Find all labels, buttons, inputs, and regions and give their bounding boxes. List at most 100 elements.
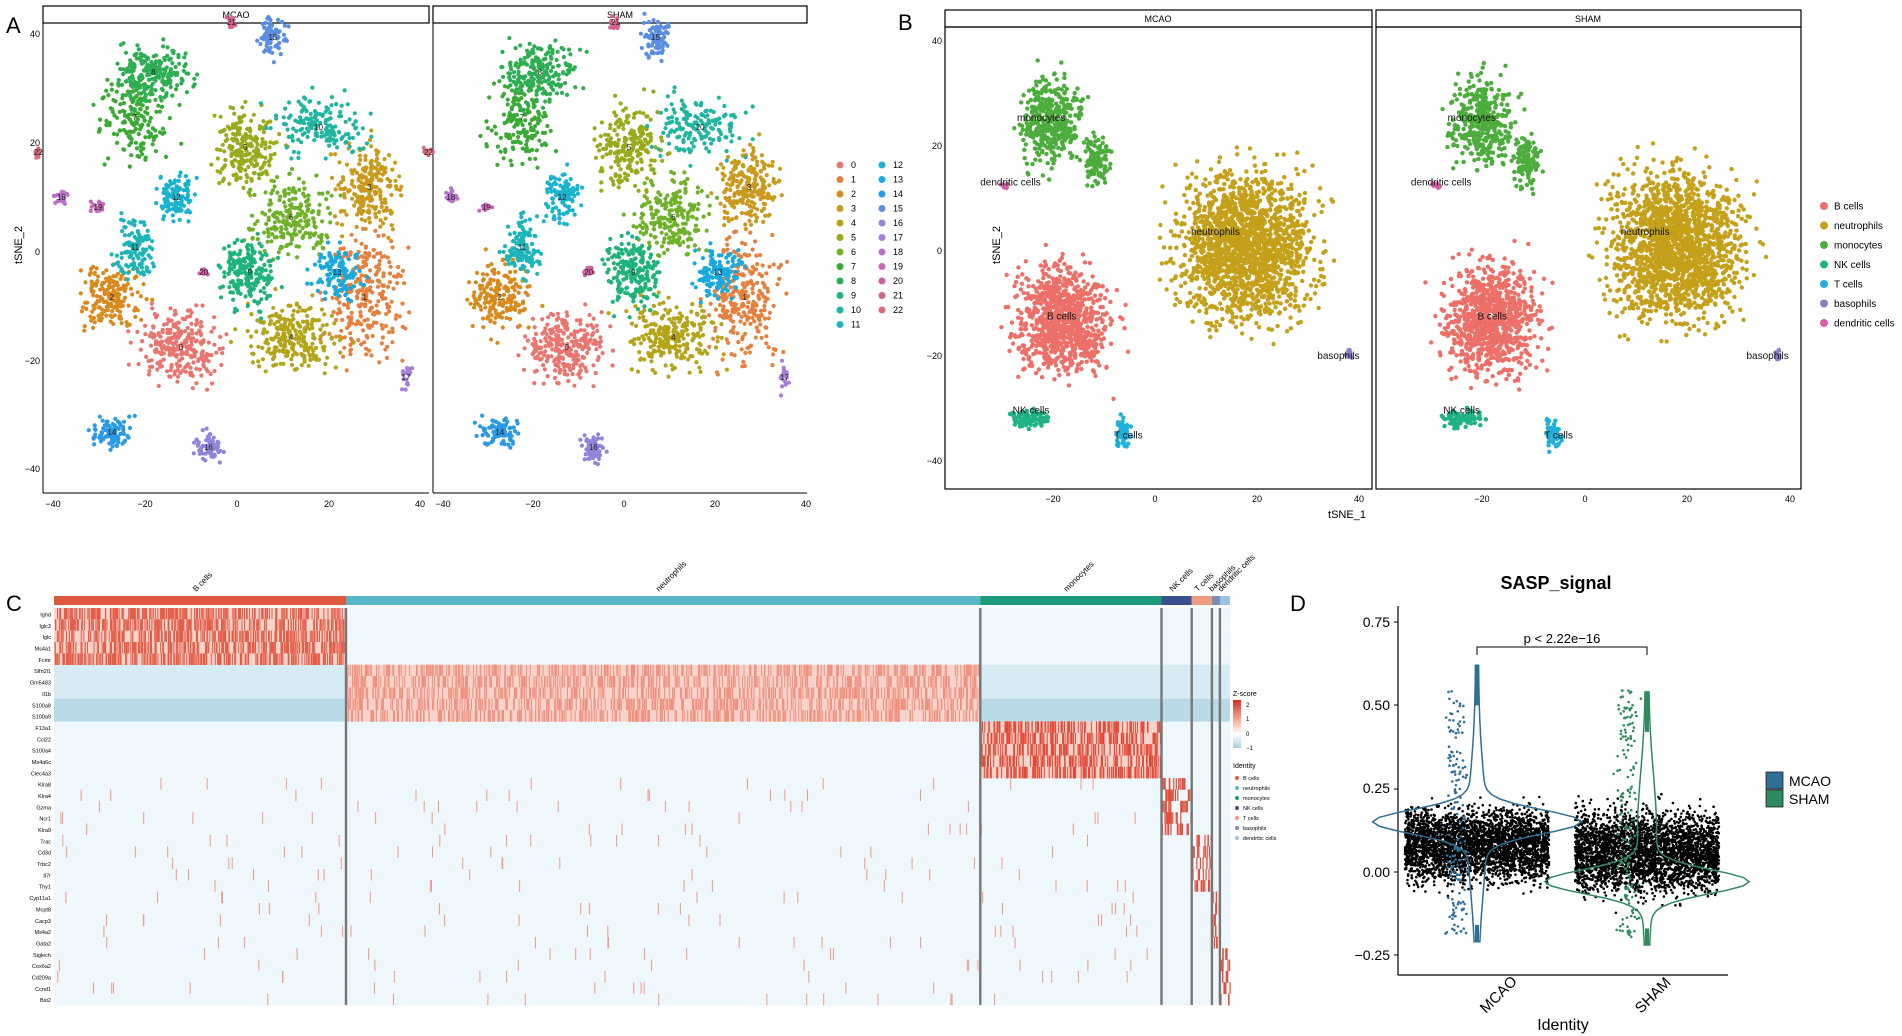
cluster-point — [253, 136, 257, 140]
cluster-point — [767, 163, 771, 167]
cluster-point — [659, 215, 663, 219]
cluster-point — [338, 240, 342, 244]
cluster-point — [227, 285, 231, 289]
cluster-point — [676, 316, 680, 320]
cluster-point — [394, 184, 398, 188]
cluster-point — [306, 135, 310, 139]
cluster-point — [241, 186, 245, 190]
cluster-point — [253, 250, 257, 254]
cluster-point — [186, 208, 190, 212]
cluster-point — [212, 326, 216, 330]
cluster-point — [749, 209, 753, 213]
cluster-point — [386, 285, 390, 289]
cluster-point — [295, 367, 299, 371]
cluster-point — [544, 143, 548, 147]
panel-a-ytick: 0 — [35, 247, 40, 257]
cluster-point — [218, 335, 222, 339]
cluster-point — [355, 171, 359, 175]
cluster-point — [129, 341, 133, 345]
cluster-point — [356, 338, 360, 342]
cluster-point — [279, 230, 283, 234]
cluster-point — [132, 262, 136, 266]
cluster-point — [640, 310, 644, 314]
cluster-point — [165, 331, 169, 335]
cluster-point — [344, 213, 348, 217]
cluster-point — [644, 230, 648, 234]
cluster-point — [314, 110, 318, 114]
cluster-point — [387, 260, 391, 264]
cluster-point — [295, 321, 299, 325]
cluster-point — [306, 349, 310, 353]
cluster-point — [645, 190, 649, 194]
cluster-point — [767, 194, 771, 198]
cluster-point — [487, 301, 491, 305]
cluster-point — [249, 157, 253, 161]
cluster-point — [707, 345, 711, 349]
cluster-point — [581, 355, 585, 359]
cluster-point — [326, 206, 330, 210]
cluster-point — [401, 269, 405, 273]
cluster-point — [768, 311, 772, 315]
cluster-point — [299, 120, 303, 124]
cluster-point — [729, 314, 733, 318]
cluster-point — [666, 330, 670, 334]
cluster-point — [357, 177, 361, 181]
cluster-point — [304, 224, 308, 228]
cluster-point — [175, 353, 179, 357]
cluster-point — [518, 81, 522, 85]
cluster-point — [585, 50, 589, 54]
cluster-point — [166, 317, 170, 321]
cluster-point — [380, 293, 384, 297]
cluster-point — [616, 142, 620, 146]
cluster-point — [329, 152, 333, 156]
cluster-point — [526, 108, 530, 112]
cluster-point — [310, 86, 314, 90]
cluster-point — [658, 193, 662, 197]
cluster-point — [545, 359, 549, 363]
cluster-point — [363, 169, 367, 173]
cluster-point — [342, 192, 346, 196]
cluster-point — [298, 330, 302, 334]
cluster-point — [533, 124, 537, 128]
cluster-point — [367, 211, 371, 215]
cluster-point — [707, 313, 711, 317]
cluster-point — [348, 286, 352, 290]
cluster-point — [119, 43, 123, 47]
cluster-point — [264, 369, 268, 373]
cluster-point — [264, 253, 268, 257]
cluster-point — [604, 152, 608, 156]
cluster-point — [145, 267, 149, 271]
cluster-point — [353, 193, 357, 197]
cluster-point — [318, 327, 322, 331]
cluster-point — [326, 278, 330, 282]
cluster-point — [95, 266, 99, 270]
cluster-point — [121, 109, 125, 113]
cluster-point — [740, 304, 744, 308]
cluster-point — [658, 344, 662, 348]
cluster-point — [276, 256, 280, 260]
cluster-point — [178, 218, 182, 222]
cluster-point — [770, 363, 774, 367]
cluster-point — [574, 353, 578, 357]
cluster-point — [220, 351, 224, 355]
cluster-point — [350, 197, 354, 201]
cluster-point — [594, 371, 598, 375]
cluster-point — [571, 340, 575, 344]
cluster-point — [192, 77, 196, 81]
cluster-point — [585, 351, 589, 355]
cluster-point — [79, 291, 83, 295]
cluster-point — [376, 171, 380, 175]
cluster-point — [686, 320, 690, 324]
cluster-point — [98, 306, 102, 310]
cluster-point — [526, 293, 530, 297]
cluster-point — [720, 295, 724, 299]
cluster-point — [304, 343, 308, 347]
cluster-point — [337, 160, 341, 164]
cluster-point — [658, 224, 662, 228]
cluster-point — [79, 268, 83, 272]
cluster-point — [506, 276, 510, 280]
cluster-point — [316, 289, 320, 293]
cluster-point — [294, 333, 298, 337]
cluster-point — [389, 193, 393, 197]
cluster-point — [393, 179, 397, 183]
